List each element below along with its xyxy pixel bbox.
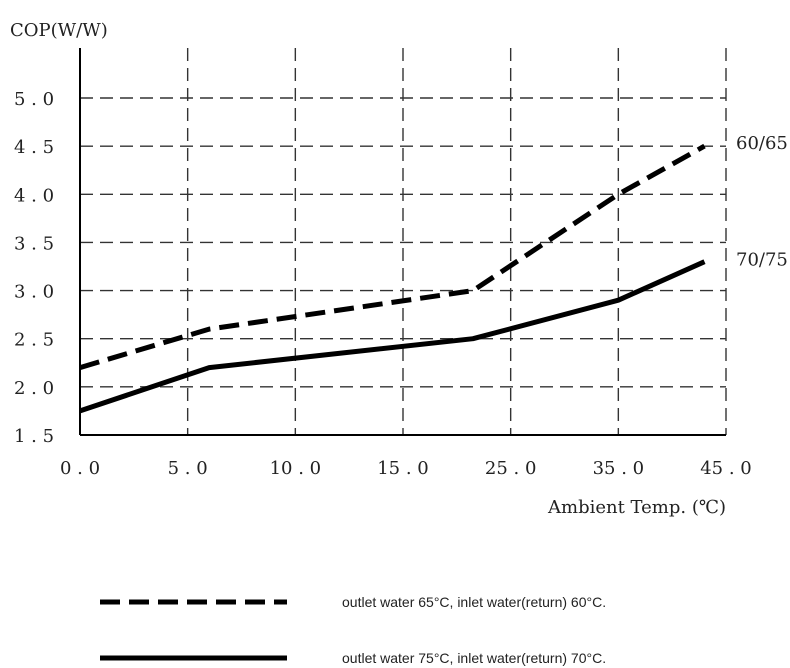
legend-text-2: outlet water 75°C, inlet water(return) 7… xyxy=(342,650,606,666)
x-tick-label: 0 . 0 xyxy=(60,458,100,479)
y-tick-label: 3 . 0 xyxy=(14,282,54,303)
legend-text-1: outlet water 65°C, inlet water(return) 6… xyxy=(342,594,606,610)
y-tick-label: 2 . 0 xyxy=(14,378,54,399)
legend: outlet water 65°C, inlet water(return) 6… xyxy=(100,594,606,666)
x-tick-label: 5 . 0 xyxy=(168,458,208,479)
series-line-1 xyxy=(79,143,706,370)
series-end-labels: 60/65 70/75 xyxy=(736,133,788,271)
x-axis-label: Ambient Temp. (℃) xyxy=(547,497,726,518)
y-tick-label: 3 . 5 xyxy=(14,233,54,254)
y-tick-labels: 1 . 5 2 . 0 2 . 5 3 . 0 3 . 5 4 . 0 4 . 5 5 . 0 xyxy=(14,89,54,447)
y-axis-label: COP(W/W) xyxy=(10,20,108,41)
series-end-label: 70/75 xyxy=(736,250,788,271)
y-tick-label: 1 . 5 xyxy=(14,426,54,447)
grid-lines xyxy=(80,48,727,435)
y-tick-label: 4 . 5 xyxy=(14,137,54,158)
x-tick-label: 35 . 0 xyxy=(593,458,645,479)
y-tick-label: 2 . 5 xyxy=(14,330,54,351)
x-tick-label: 25 . 0 xyxy=(485,458,537,479)
series-lines xyxy=(79,143,706,414)
y-tick-label: 5 . 0 xyxy=(14,89,54,110)
y-tick-label: 4 . 0 xyxy=(14,185,54,206)
x-tick-labels: 0 . 0 5 . 0 10 . 0 15 . 0 25 . 0 35 . 0 45 . 0 xyxy=(60,458,752,479)
series-end-label: 60/65 xyxy=(736,133,788,154)
x-tick-label: 10 . 0 xyxy=(270,458,322,479)
x-tick-label: 15 . 0 xyxy=(377,458,429,479)
series-line-2 xyxy=(79,259,706,414)
axes xyxy=(79,48,726,436)
x-tick-label: 45 . 0 xyxy=(700,458,752,479)
